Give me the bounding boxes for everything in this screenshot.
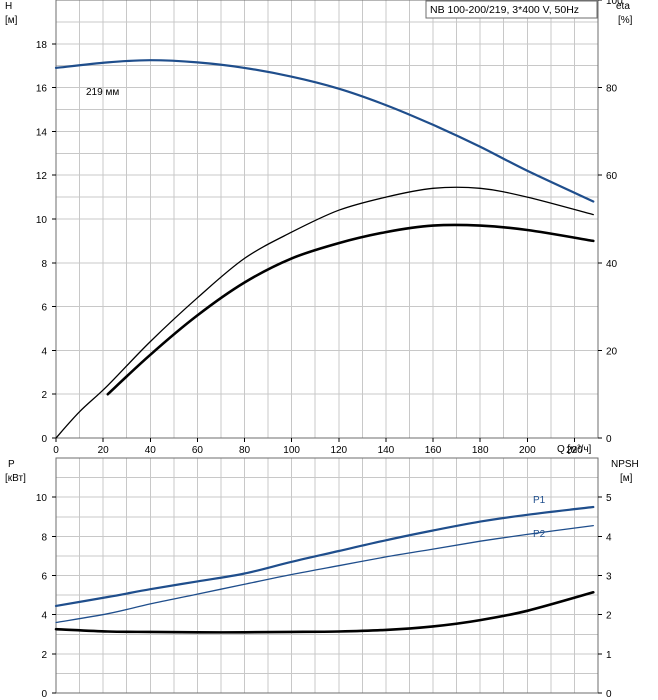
x-tick-label: 100 <box>283 445 300 456</box>
bottom-right-tick-label: 0 <box>606 689 612 700</box>
x-tick-label: 120 <box>330 445 347 456</box>
top-series-2-line <box>106 223 595 396</box>
y-right-label-top: eta <box>616 1 630 12</box>
y-left-unit-top: [м] <box>5 15 18 26</box>
top-series-1-line <box>55 186 594 439</box>
bottom-left-tick-label: 0 <box>41 689 47 700</box>
y-right-unit-bottom: [м] <box>620 473 633 484</box>
top-left-tick-label: 14 <box>36 127 48 138</box>
top-left-tick-label: 10 <box>36 215 48 226</box>
top-left-tick-label: 2 <box>41 390 47 401</box>
top-right-tick-label: 100 <box>606 0 623 7</box>
x-tick-label: 180 <box>472 445 489 456</box>
top-right-tick-label: 60 <box>606 171 618 182</box>
top-left-tick-label: 6 <box>41 303 47 314</box>
bottom-right-tick-label: 1 <box>606 650 612 661</box>
bottom-series-p2-line <box>55 524 594 624</box>
top-left-tick-label: 18 <box>36 40 48 51</box>
bottom-left-tick-label: 10 <box>36 493 48 504</box>
bottom-right-tick-label: 2 <box>606 611 612 622</box>
bottom-series-2-line <box>54 591 595 634</box>
y-right-unit-top: [%] <box>618 15 633 26</box>
bottom-right-tick-label: 4 <box>606 532 612 543</box>
bottom-left-tick-label: 6 <box>41 572 47 583</box>
bottom-right-tick-label: 5 <box>606 493 612 504</box>
x-tick-label: 80 <box>239 445 251 456</box>
bottom-chart-ticks: 0 2 4 6 8 10 0 1 2 3 4 5 <box>36 493 612 700</box>
x-tick-label: 20 <box>98 445 110 456</box>
top-left-tick-label: 8 <box>41 259 47 270</box>
top-left-tick-label: 12 <box>36 171 48 182</box>
y-right-label-bottom: NPSH <box>611 459 639 470</box>
title-box <box>425 0 598 19</box>
top-right-tick-label: 80 <box>606 84 618 95</box>
bottom-left-tick-label: 2 <box>41 650 47 661</box>
series-label-p1: P1 <box>533 495 546 506</box>
y-left-unit-bottom: [кВт] <box>5 473 26 484</box>
top-right-tick-label: 40 <box>606 259 618 270</box>
y-left-label-top: H <box>5 1 12 12</box>
bottom-chart-gridlines <box>56 458 598 693</box>
top-right-tick-label: 0 <box>606 434 612 445</box>
series-label-219: 219 мм <box>86 87 119 98</box>
bottom-right-tick-label: 3 <box>606 572 612 583</box>
x-tick-label: 160 <box>425 445 442 456</box>
x-tick-label: 200 <box>519 445 536 456</box>
top-left-tick-label: 16 <box>36 84 48 95</box>
top-left-tick-label: 4 <box>41 346 47 357</box>
x-tick-label: 40 <box>145 445 157 456</box>
bottom-left-tick-label: 4 <box>41 611 47 622</box>
top-right-tick-label: 20 <box>606 346 618 357</box>
top-chart-gridlines <box>56 0 598 438</box>
top-left-tick-label: 0 <box>41 434 47 445</box>
bottom-series-p1-line <box>54 505 595 607</box>
top-chart-curves <box>54 59 595 439</box>
x-tick-label: 60 <box>192 445 204 456</box>
bottom-chart-curves <box>54 505 595 634</box>
top-series-219-мм-line <box>54 59 595 203</box>
chart-title: NB 100-200/219, 3*400 V, 50Hz <box>430 4 579 16</box>
bottom-left-tick-label: 8 <box>41 532 47 543</box>
series-label-p2: P2 <box>533 529 546 540</box>
x-tick-label: 140 <box>378 445 395 456</box>
x-tick-label: 220 <box>566 445 583 456</box>
y-left-label-bottom: P <box>8 459 15 470</box>
x-tick-label: 0 <box>53 445 59 456</box>
x-axis-label: Q [м³/ч] <box>557 444 592 455</box>
